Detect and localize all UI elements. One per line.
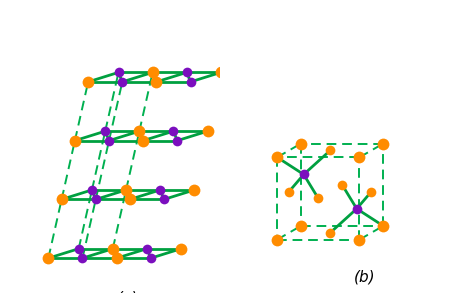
Text: (a): (a) xyxy=(117,290,139,293)
Text: (b): (b) xyxy=(354,270,376,285)
